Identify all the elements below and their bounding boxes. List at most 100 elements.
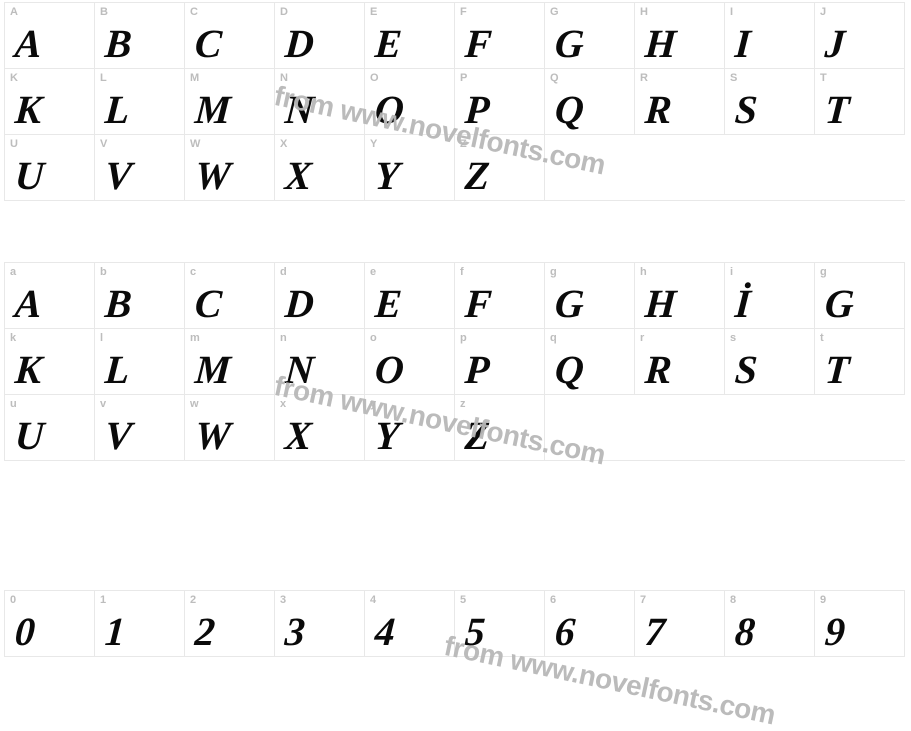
glyph-cell: 33: [275, 591, 365, 657]
glyph-cell: iİ: [725, 263, 815, 329]
glyph-cell: GG: [545, 3, 635, 69]
glyph-cell: 44: [365, 591, 455, 657]
glyph-cell: [725, 135, 815, 201]
glyph-cell: MM: [185, 69, 275, 135]
glyph: C: [184, 24, 276, 64]
glyph: L: [94, 350, 186, 390]
cell-label: r: [640, 332, 644, 344]
cell-label: 2: [190, 594, 196, 606]
glyph-cell: eE: [365, 263, 455, 329]
glyph: H: [634, 24, 726, 64]
cell-label: d: [280, 266, 287, 278]
glyph-cell: WW: [185, 135, 275, 201]
glyph: 9: [814, 612, 906, 652]
cell-label: N: [280, 72, 288, 84]
glyph-cell: PP: [455, 69, 545, 135]
cell-label: M: [190, 72, 199, 84]
glyph-cell: KK: [5, 69, 95, 135]
glyph-cell: BB: [95, 3, 185, 69]
glyph: 3: [274, 612, 366, 652]
cell-label: K: [10, 72, 18, 84]
glyph-cell: xX: [275, 395, 365, 461]
cell-label: Z: [460, 138, 467, 150]
glyph: E: [364, 284, 456, 324]
cell-label: e: [370, 266, 376, 278]
glyph: L: [94, 90, 186, 130]
cell-label: l: [100, 332, 103, 344]
glyph-cell: oO: [365, 329, 455, 395]
cell-label: 9: [820, 594, 826, 606]
glyph-cell: pP: [455, 329, 545, 395]
cell-label: p: [460, 332, 467, 344]
glyph-cell: II: [725, 3, 815, 69]
glyph: 8: [724, 612, 816, 652]
glyph: D: [274, 24, 366, 64]
glyph: C: [184, 284, 276, 324]
glyph-cell: [815, 395, 905, 461]
cell-label: k: [10, 332, 16, 344]
glyph-cell: 22: [185, 591, 275, 657]
cell-label: 4: [370, 594, 376, 606]
glyph: K: [4, 90, 96, 130]
cell-label: D: [280, 6, 288, 18]
glyph-cell: HH: [635, 3, 725, 69]
glyph: U: [4, 156, 96, 196]
glyph-cell: [545, 395, 635, 461]
glyph-cell: [635, 135, 725, 201]
cell-label: H: [640, 6, 648, 18]
glyph-cell: XX: [275, 135, 365, 201]
glyph-cell: CC: [185, 3, 275, 69]
cell-label: G: [550, 6, 559, 18]
cell-label: O: [370, 72, 379, 84]
glyph-cell: ZZ: [455, 135, 545, 201]
glyph-cell: fF: [455, 263, 545, 329]
glyph: A: [4, 284, 96, 324]
cell-label: P: [460, 72, 467, 84]
glyph: P: [454, 90, 546, 130]
glyph-cell: YY: [365, 135, 455, 201]
cell-label: f: [460, 266, 464, 278]
cell-label: b: [100, 266, 107, 278]
cell-label: L: [100, 72, 107, 84]
glyph: X: [274, 416, 366, 456]
cell-label: w: [190, 398, 199, 410]
glyph-cell: lL: [95, 329, 185, 395]
glyph: 1: [94, 612, 186, 652]
glyph-cell: 00: [5, 591, 95, 657]
glyph-cell: cC: [185, 263, 275, 329]
glyph-cell: UU: [5, 135, 95, 201]
cell-label: 3: [280, 594, 286, 606]
glyph-cell: mM: [185, 329, 275, 395]
glyph-cell: JJ: [815, 3, 905, 69]
glyph-cell: QQ: [545, 69, 635, 135]
cell-label: Q: [550, 72, 559, 84]
glyph: M: [184, 350, 276, 390]
glyph: V: [94, 156, 186, 196]
cell-label: o: [370, 332, 377, 344]
glyph: M: [184, 90, 276, 130]
cell-label: x: [280, 398, 286, 410]
glyph: U: [4, 416, 96, 456]
cell-label: A: [10, 6, 18, 18]
glyph: G: [544, 284, 636, 324]
cell-label: V: [100, 138, 107, 150]
glyph: 7: [634, 612, 726, 652]
glyph-cell: bB: [95, 263, 185, 329]
glyph-cell: rR: [635, 329, 725, 395]
glyph-cell: qQ: [545, 329, 635, 395]
cell-label: C: [190, 6, 198, 18]
glyph-grid-0: AABBCCDDEEFFGGHHIIJJKKLLMMNNOOPPQQRRSSTT…: [4, 2, 905, 201]
glyph-cell: SS: [725, 69, 815, 135]
glyph: W: [184, 156, 276, 196]
glyph-cell: 77: [635, 591, 725, 657]
cell-label: 0: [10, 594, 16, 606]
glyph-cell: [635, 395, 725, 461]
cell-label: 7: [640, 594, 646, 606]
glyph-cell: kK: [5, 329, 95, 395]
cell-label: c: [190, 266, 196, 278]
glyph-grid-2: 00112233445566778899: [4, 590, 905, 657]
glyph-cell: vV: [95, 395, 185, 461]
glyph: G: [814, 284, 906, 324]
glyph: S: [724, 350, 816, 390]
glyph: O: [364, 350, 456, 390]
